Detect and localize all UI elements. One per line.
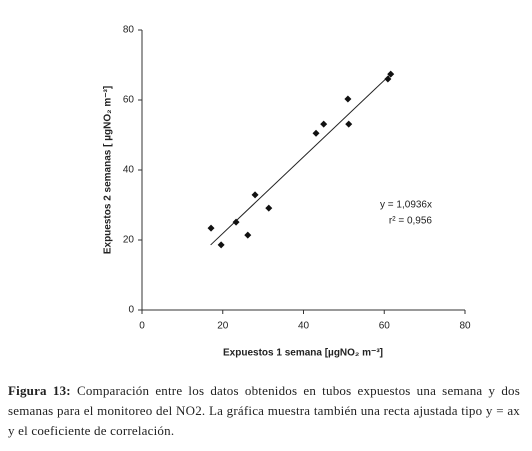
point — [384, 75, 392, 83]
x-tick-label: 0 — [139, 321, 145, 332]
x-tick-label: 40 — [298, 321, 310, 332]
x-tick-label: 20 — [217, 321, 229, 332]
point — [207, 224, 215, 232]
y-tick-label: 40 — [123, 165, 135, 176]
caption-label: Figura 13: — [8, 383, 71, 398]
y-tick-label: 0 — [128, 305, 134, 316]
equation: y = 1,0936x — [380, 200, 432, 211]
point — [265, 204, 273, 212]
trend-line — [210, 72, 393, 246]
y-tick-label: 60 — [123, 95, 135, 106]
point — [232, 218, 240, 226]
x-axis-label: Expuestos 1 semana [µgNO₂ m⁻³] — [223, 348, 383, 359]
y-tick-label: 80 — [123, 25, 135, 36]
point — [387, 70, 395, 78]
point — [217, 241, 225, 249]
chart: Expuestos 1 semana [µgNO₂ m⁻³] Expuestos… — [103, 25, 471, 359]
caption: Figura 13: Comparación entre los datos o… — [8, 381, 520, 441]
point — [345, 120, 353, 128]
x-tick-label: 60 — [379, 321, 391, 332]
x-tick-label: 80 — [459, 321, 471, 332]
y-tick-label: 20 — [123, 235, 135, 246]
y-axis-label: Expuestos 2 semanas [ µgNO₂ m⁻³] — [103, 86, 114, 254]
point — [320, 120, 328, 128]
point — [312, 129, 320, 137]
point — [251, 191, 259, 199]
point — [244, 231, 252, 239]
point — [344, 95, 352, 103]
r-squared: r² = 0,956 — [389, 216, 433, 227]
caption-text: Comparación entre los datos obtenidos en… — [8, 383, 520, 438]
